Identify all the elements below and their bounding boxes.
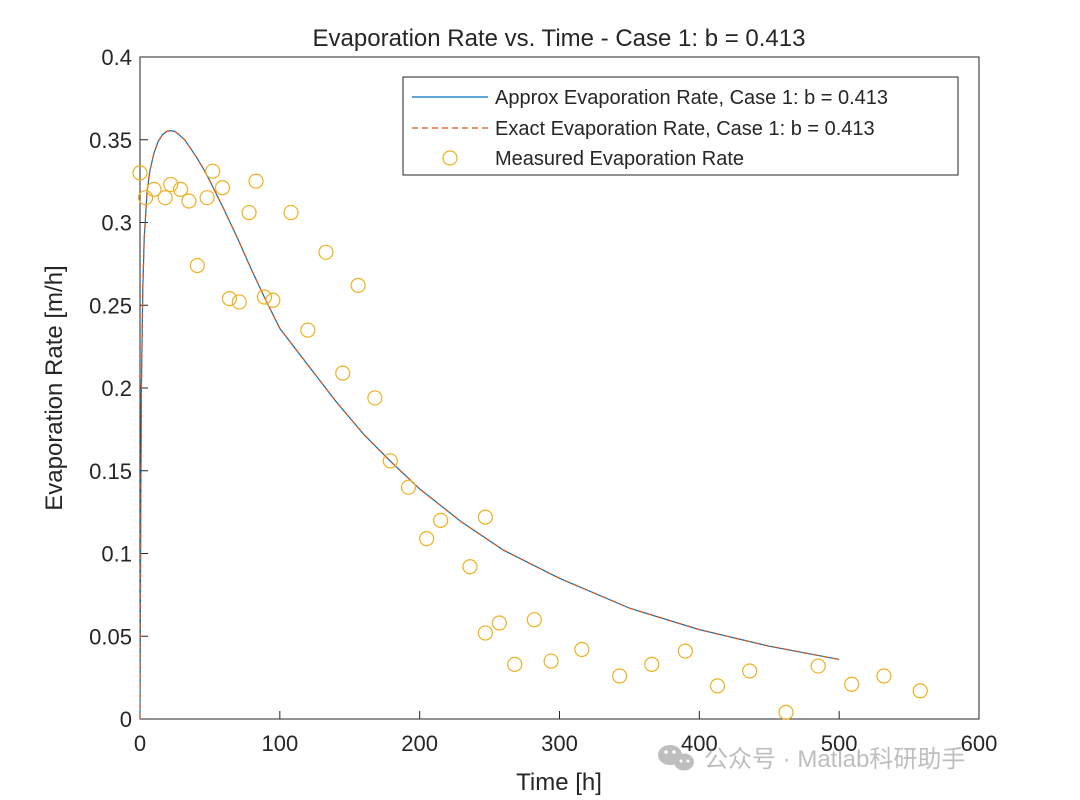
x-tick-label: 300: [541, 731, 578, 756]
measured-point: [433, 512, 449, 529]
y-tick-label: 0.05: [89, 624, 132, 649]
measured-point: [644, 656, 660, 672]
y-axis: 0 0.05 0.1 0.15 0.2 0.25 0.3 0.35 0.4: [89, 45, 148, 732]
measured-point: [778, 704, 794, 720]
measured-point: [810, 658, 826, 674]
measured-point: [709, 678, 726, 694]
measured-point: [543, 653, 559, 669]
x-tick-label: 100: [261, 731, 298, 756]
legend-label-measured: Measured Evaporation Rate: [495, 148, 744, 170]
x-tick-label: 0: [134, 731, 146, 756]
x-axis: 0 100 200 300 400 500 600: [134, 711, 997, 756]
watermark: 公众号 · Matlab科研助手: [658, 745, 965, 773]
x-tick-label: 600: [961, 731, 998, 756]
measured-point: [172, 181, 189, 197]
measured-point: [844, 676, 860, 692]
measured-point: [181, 193, 197, 209]
measured-point: [205, 163, 221, 179]
x-tick-label: 500: [821, 731, 858, 756]
measured-point: [221, 291, 238, 307]
measured-point: [477, 509, 493, 525]
legend-label-exact: Exact Evaporation Rate, Case 1: b = 0.41…: [495, 118, 875, 140]
measured-point: [677, 643, 693, 659]
measured-point: [265, 292, 281, 308]
x-tick-label: 400: [681, 731, 718, 756]
y-tick-label: 0.4: [101, 45, 132, 70]
y-tick-label: 0.2: [101, 376, 132, 401]
measured-point: [214, 180, 231, 196]
y-tick-label: 0.3: [101, 211, 132, 236]
measured-point: [199, 190, 215, 206]
measured-point: [742, 663, 758, 679]
x-tick-label: 200: [401, 731, 438, 756]
measured-point: [157, 190, 173, 206]
watermark-text: 公众号 · Matlab科研助手: [704, 746, 965, 773]
measured-point: [189, 257, 205, 274]
measured-point: [283, 204, 299, 221]
y-tick-label: 0.15: [89, 459, 132, 484]
x-axis-label: Time [h]: [516, 769, 602, 796]
measured-point: [231, 294, 247, 310]
measured-point: [256, 289, 273, 305]
measured-point: [612, 668, 628, 684]
legend-label-approx: Approx Evaporation Rate, Case 1: b = 0.4…: [495, 87, 888, 109]
measured-point: [163, 176, 179, 193]
measured-point: [300, 322, 316, 338]
measured-point: [462, 559, 478, 575]
measured-point: [335, 365, 351, 381]
chart-title: Evaporation Rate vs. Time - Case 1: b = …: [313, 25, 806, 52]
measured-point: [419, 531, 435, 547]
measured-point: [350, 277, 366, 293]
legend: Approx Evaporation Rate, Case 1: b = 0.4…: [402, 76, 959, 176]
measured-point: [367, 390, 383, 406]
measured-point: [382, 453, 398, 469]
measured-point: [574, 641, 590, 658]
measured-point: [400, 479, 417, 495]
measured-point: [146, 181, 162, 197]
measured-point: [241, 204, 257, 221]
measured-point: [477, 625, 493, 641]
measured-point: [507, 656, 523, 672]
y-tick-label: 0.1: [101, 542, 132, 567]
y-tick-label: 0.25: [89, 293, 132, 318]
legend-box: [402, 76, 959, 176]
measured-point: [876, 668, 892, 684]
legend-marker-measured: [442, 150, 458, 166]
measured-point: [132, 165, 148, 181]
measured-point: [318, 244, 334, 260]
measured-point: [912, 683, 928, 699]
y-tick-label: 0.35: [89, 128, 132, 153]
measured-point: [137, 190, 154, 206]
scatter-markers: [132, 163, 928, 720]
measured-point: [491, 615, 507, 631]
y-axis-label: Evaporation Rate [m/h]: [41, 265, 68, 510]
measured-point: [526, 612, 542, 628]
measured-point: [248, 173, 264, 189]
wechat-icon: [658, 745, 694, 771]
y-tick-label: 0: [120, 707, 132, 732]
